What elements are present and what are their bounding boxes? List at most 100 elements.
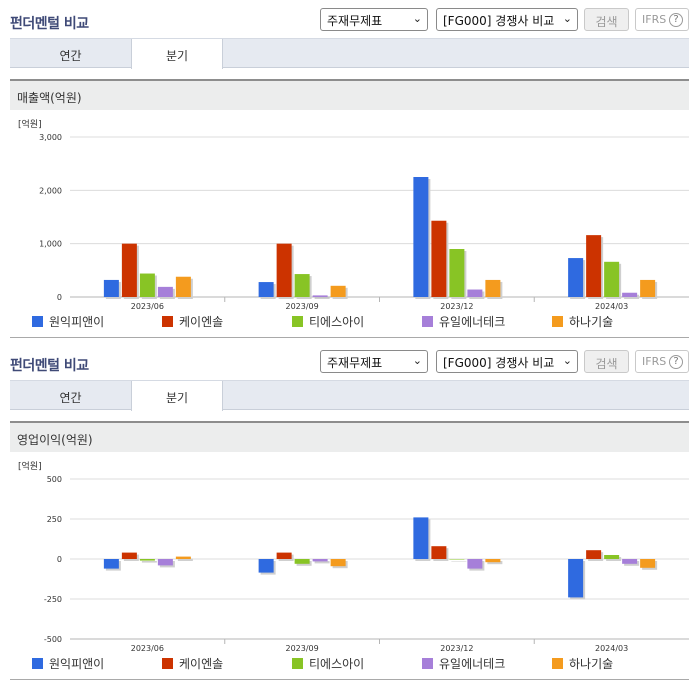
bar[interactable]: [258, 559, 274, 573]
bar[interactable]: [294, 274, 310, 297]
y-tick-label: -250: [44, 595, 62, 604]
bar[interactable]: [276, 552, 292, 559]
help-icon: ?: [669, 355, 683, 369]
bar[interactable]: [413, 177, 429, 297]
x-tick-label: 2024/03: [595, 644, 628, 652]
period-tabs: 연간 분기: [10, 38, 689, 69]
bar[interactable]: [586, 235, 602, 297]
legend-item[interactable]: 하나기술: [552, 655, 613, 672]
bar[interactable]: [604, 555, 620, 559]
bar[interactable]: [413, 517, 429, 559]
fundamental-compare-revenue: 펀더멘털 비교 주재무제표 ⌄ [FG000] 경쟁사 비교 ⌄ 검색 IFRS…: [0, 0, 696, 338]
bar[interactable]: [568, 258, 584, 297]
section-title: 펀더멘털 비교: [10, 16, 89, 32]
search-button[interactable]: 검색: [584, 8, 629, 31]
bar[interactable]: [157, 559, 173, 566]
bar[interactable]: [157, 286, 173, 297]
bar[interactable]: [103, 279, 119, 297]
bar[interactable]: [330, 285, 346, 297]
ifrs-help-button[interactable]: IFRS ?: [635, 350, 689, 373]
bar[interactable]: [449, 559, 465, 560]
bar[interactable]: [485, 279, 501, 297]
section-divider: [10, 679, 689, 680]
section-header: 펀더멘털 비교 주재무제표 ⌄ [FG000] 경쟁사 비교 ⌄ 검색 IFRS…: [0, 0, 696, 38]
legend-label: 티에스아이: [309, 657, 365, 671]
legend-swatch: [422, 316, 433, 327]
ifrs-help-button[interactable]: IFRS ?: [635, 8, 689, 31]
bar[interactable]: [467, 559, 483, 569]
bar[interactable]: [431, 220, 447, 297]
bar[interactable]: [103, 559, 119, 569]
bar[interactable]: [431, 546, 447, 559]
bar[interactable]: [312, 295, 328, 297]
legend-swatch: [292, 316, 303, 327]
legend-label: 원익피앤이: [49, 657, 105, 671]
legend-swatch: [162, 316, 173, 327]
chevron-down-icon: ⌄: [412, 354, 422, 367]
legend-item[interactable]: 원익피앤이: [32, 655, 104, 672]
bar[interactable]: [622, 559, 638, 564]
bar[interactable]: [586, 550, 602, 559]
period-tabs: 연간 분기: [10, 380, 689, 411]
tab-quarterly[interactable]: 분기: [131, 39, 223, 69]
bar[interactable]: [175, 276, 191, 297]
legend-label: 케이엔솔: [179, 657, 224, 671]
legend-swatch: [32, 316, 43, 327]
compare-select[interactable]: [FG000] 경쟁사 비교 ⌄: [436, 8, 578, 31]
bar[interactable]: [121, 243, 137, 297]
legend-item[interactable]: 티에스아이: [292, 313, 364, 330]
bar[interactable]: [258, 282, 274, 297]
bar-shadow: [314, 561, 330, 564]
legend-label: 유일에너테크: [439, 315, 506, 329]
bar[interactable]: [294, 559, 310, 564]
chevron-down-icon: ⌄: [562, 354, 572, 367]
bar[interactable]: [640, 559, 656, 568]
legend-item[interactable]: 원익피앤이: [32, 313, 104, 330]
ifrs-label: IFRS: [642, 355, 667, 368]
bar[interactable]: [139, 559, 155, 561]
chevron-down-icon: ⌄: [412, 12, 422, 25]
x-tick-label: 2023/09: [286, 644, 319, 652]
y-tick-label: -500: [44, 635, 62, 644]
legend-swatch: [552, 658, 563, 669]
search-button[interactable]: 검색: [584, 350, 629, 373]
fundamental-compare-operating-income: 펀더멘털 비교 주재무제표 ⌄ [FG000] 경쟁사 비교 ⌄ 검색 IFRS…: [0, 342, 696, 684]
ifrs-label: IFRS: [642, 13, 667, 26]
legend-item[interactable]: 케이엔솔: [162, 313, 223, 330]
legend-label: 케이엔솔: [179, 315, 224, 329]
section-header: 펀더멘털 비교 주재무제표 ⌄ [FG000] 경쟁사 비교 ⌄ 검색 IFRS…: [0, 342, 696, 380]
legend-item[interactable]: 티에스아이: [292, 655, 364, 672]
bar[interactable]: [175, 556, 191, 559]
y-tick-label: 0: [57, 555, 62, 564]
compare-select[interactable]: [FG000] 경쟁사 비교 ⌄: [436, 350, 578, 373]
tab-annual[interactable]: 연간: [59, 391, 82, 405]
legend-item[interactable]: 유일에너테크: [422, 655, 505, 672]
bar[interactable]: [485, 559, 501, 563]
compare-select-value: [FG000] 경쟁사 비교: [443, 356, 555, 370]
statement-select[interactable]: 주재무제표 ⌄: [320, 350, 428, 373]
legend-item[interactable]: 하나기술: [552, 313, 613, 330]
bar[interactable]: [467, 289, 483, 297]
bar[interactable]: [604, 261, 620, 297]
bar[interactable]: [640, 279, 656, 297]
bar[interactable]: [276, 243, 292, 297]
statement-select[interactable]: 주재무제표 ⌄: [320, 8, 428, 31]
legend-item[interactable]: 케이엔솔: [162, 655, 223, 672]
legend-swatch: [552, 316, 563, 327]
tab-annual[interactable]: 연간: [59, 49, 82, 63]
legend-swatch: [162, 658, 173, 669]
bar[interactable]: [622, 292, 638, 297]
revenue-chart-svg: [억원] 0 1,000 2,000 3,000 2023/06 2023/09 2023/1…: [18, 118, 689, 310]
bar[interactable]: [139, 273, 155, 297]
bar[interactable]: [449, 249, 465, 297]
bar[interactable]: [121, 552, 137, 559]
tab-quarterly[interactable]: 분기: [131, 381, 223, 411]
bar[interactable]: [330, 559, 346, 567]
compare-select-value: [FG000] 경쟁사 비교: [443, 14, 555, 28]
legend-item[interactable]: 유일에너테크: [422, 313, 505, 330]
y-tick-label: 2,000: [39, 186, 62, 195]
bar[interactable]: [312, 559, 328, 562]
bar[interactable]: [568, 559, 584, 598]
section-divider: [10, 337, 689, 338]
y-tick-label: 0: [57, 293, 62, 302]
